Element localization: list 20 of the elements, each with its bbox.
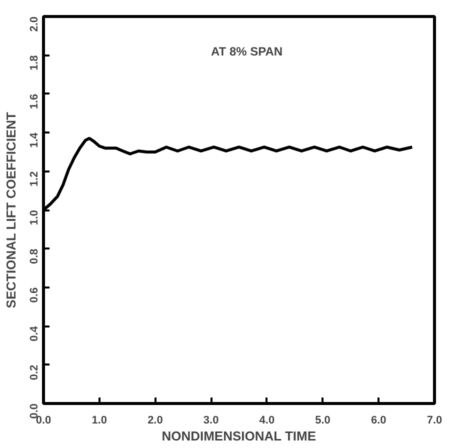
y-tick-label: 0.2 <box>28 364 40 380</box>
y-tick-label: 1.2 <box>28 171 40 187</box>
y-tick-label: 1.8 <box>28 55 40 70</box>
x-tick-label: 4.0 <box>259 414 275 426</box>
x-tick-label: 7.0 <box>426 414 442 426</box>
x-tick-label: 6.0 <box>370 414 386 426</box>
x-tick-label: 2.0 <box>148 414 163 426</box>
x-axis-title: NONDIMENSIONAL TIME <box>162 428 316 444</box>
y-axis-title: SECTIONAL LIFT COEFFICIENT <box>4 112 18 308</box>
y-tick-label: 0.6 <box>28 287 40 303</box>
y-tick-label: 0.8 <box>28 248 40 264</box>
x-tick-label: 1.0 <box>92 414 108 426</box>
y-tick-label: 1.0 <box>28 210 40 226</box>
y-tick-label: 2.0 <box>28 16 40 32</box>
x-tick-label: 5.0 <box>315 414 330 426</box>
y-tick-label: 0.4 <box>28 325 40 342</box>
y-tick-label: 1.6 <box>28 94 40 110</box>
annotation: AT 8% SPAN <box>211 44 283 58</box>
x-tick-label: 3.0 <box>203 414 219 426</box>
y-tick-label: 1.4 <box>28 132 40 148</box>
